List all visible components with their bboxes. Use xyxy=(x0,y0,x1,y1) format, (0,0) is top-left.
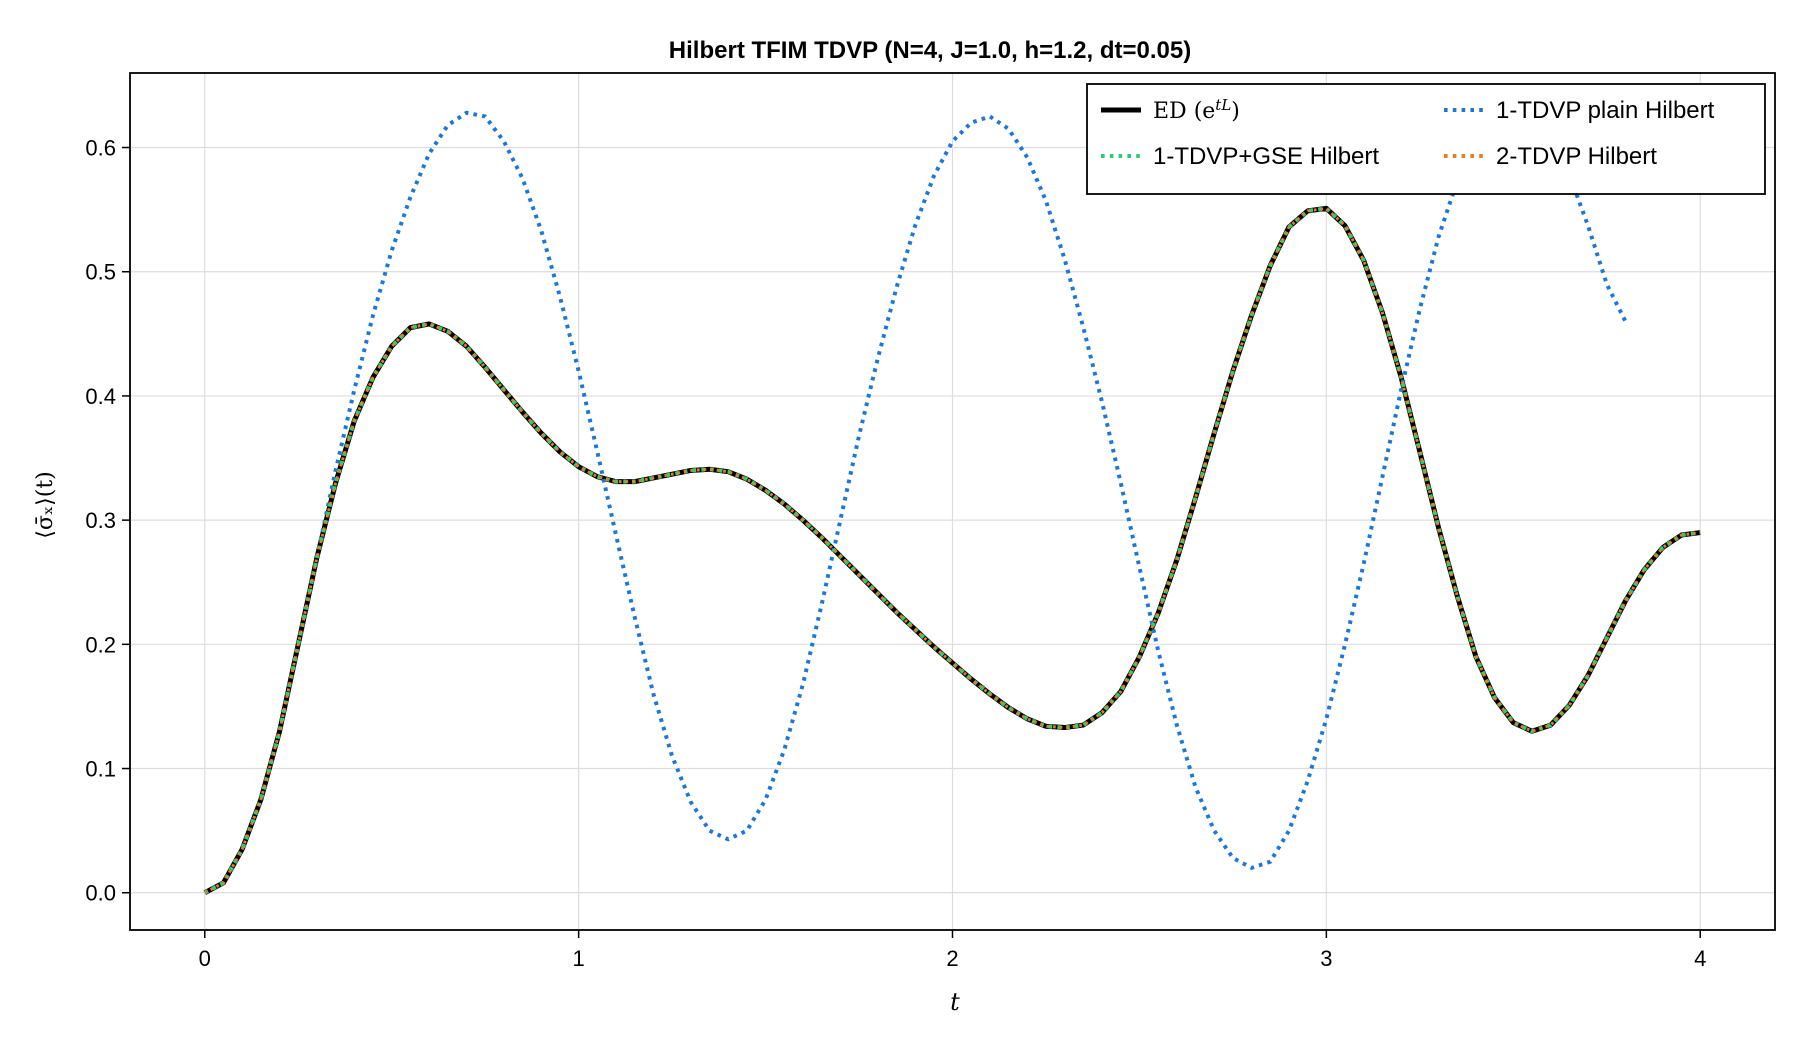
y-tick-label: 0.3 xyxy=(85,508,116,533)
y-tick-label: 0.6 xyxy=(85,136,116,161)
x-tick-label: 1 xyxy=(573,946,585,971)
y-tick-label: 0.4 xyxy=(85,384,116,409)
chart-title: Hilbert TFIM TDVP (N=4, J=1.0, h=1.2, dt… xyxy=(669,37,1191,64)
series-line-2 xyxy=(203,108,1628,895)
y-tick-label: 0.2 xyxy=(85,632,116,657)
y-tick-label: 0.5 xyxy=(85,260,116,285)
legend-box xyxy=(1086,83,1766,195)
y-tick-label: 0.1 xyxy=(85,757,116,782)
x-tick-label: 0 xyxy=(199,946,211,971)
y-axis-label: ⟨σ̄ₓ⟩(t) xyxy=(33,471,58,539)
x-tick-label: 2 xyxy=(946,946,958,971)
x-tick-label: 4 xyxy=(1694,946,1706,971)
x-tick-label: 3 xyxy=(1320,946,1332,971)
grid xyxy=(130,73,1775,930)
legend: ED (etL) 1-TDVP plain Hilbert 1-TDVP+GSE H… xyxy=(1086,83,1766,195)
legend-label: 1-TDVP+GSE Hilbert xyxy=(1153,143,1379,170)
y-tick-label: 0.0 xyxy=(85,881,116,906)
legend-label: 2-TDVP Hilbert xyxy=(1496,143,1657,170)
x-axis-label: t xyxy=(950,988,960,1016)
series-line-4 xyxy=(204,206,1701,895)
legend-label: ED (etL) xyxy=(1153,96,1240,124)
axes: 0 1 2 3 4 0.0 0.1 0.2 0.3 0.4 0.5 0.6 xyxy=(85,136,1706,971)
series-layer xyxy=(203,108,1701,895)
legend-label: 1-TDVP plain Hilbert xyxy=(1496,97,1715,124)
